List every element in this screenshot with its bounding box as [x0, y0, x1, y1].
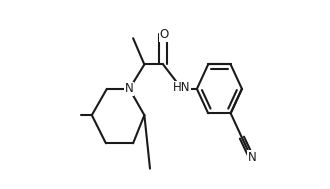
Text: O: O: [159, 28, 169, 41]
Text: N: N: [125, 82, 134, 95]
Text: N: N: [248, 151, 257, 164]
Text: HN: HN: [173, 81, 191, 94]
